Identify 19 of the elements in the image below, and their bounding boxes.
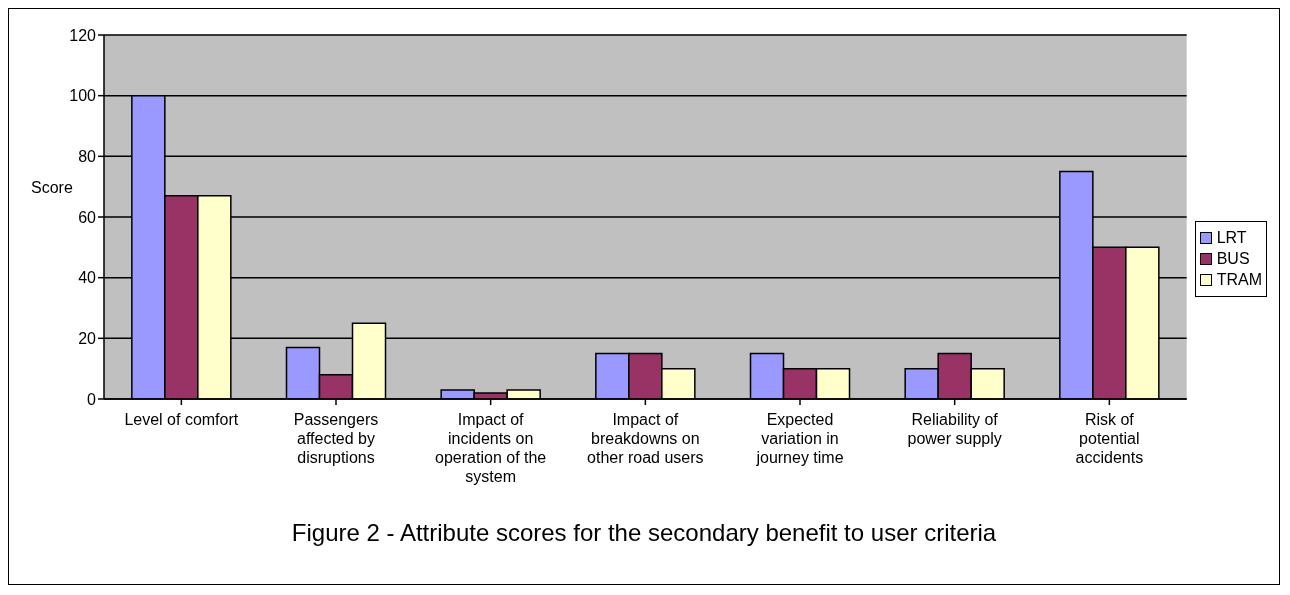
x-tick-label: Impact of breakdowns on other road users bbox=[587, 411, 704, 466]
y-tick-label: 120 bbox=[69, 26, 97, 44]
y-tick-label: 60 bbox=[78, 208, 97, 226]
y-tick-label: 100 bbox=[69, 87, 97, 105]
y-tick-label: 80 bbox=[78, 148, 97, 166]
x-tick-label: Expected variation in journey time bbox=[755, 411, 844, 466]
x-tick-label: Impact of incidents on operation of the system bbox=[435, 411, 547, 485]
y-tick-label: 40 bbox=[78, 269, 97, 287]
x-tick-label: Reliability of power supply bbox=[907, 411, 1002, 447]
y-tick-label: 20 bbox=[78, 330, 97, 348]
y-tick-label: 0 bbox=[87, 390, 97, 408]
legend-label: LRT bbox=[1216, 229, 1247, 247]
x-tick-label: Risk of potential accidents bbox=[1075, 411, 1144, 466]
text: Figure 2 - Attribute scores for the secondary benefit to user criteria bbox=[290, 519, 998, 547]
legend-label: BUS bbox=[1216, 250, 1250, 268]
legend-label: TRAM bbox=[1216, 271, 1262, 289]
x-tick-label: Level of comfort bbox=[124, 411, 239, 428]
x-tick-label: Passengers affected by disruptions bbox=[293, 411, 379, 466]
y-axis-title: Score bbox=[31, 179, 73, 197]
